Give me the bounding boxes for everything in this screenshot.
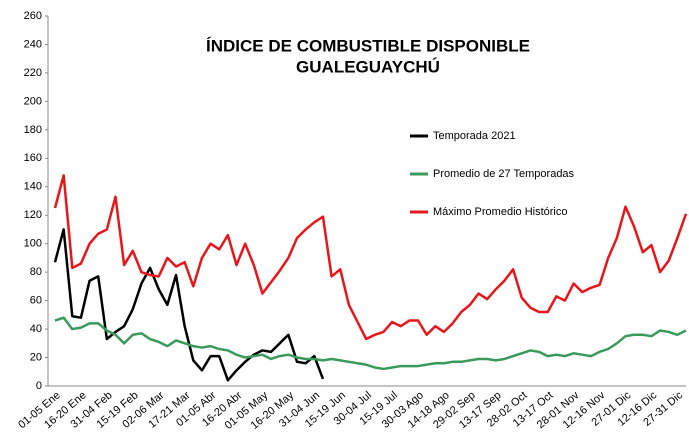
y-tick-label: 60 bbox=[30, 295, 42, 307]
y-tick-label: 240 bbox=[24, 38, 42, 50]
y-tick-label: 220 bbox=[24, 67, 42, 79]
legend-label: Temporada 2021 bbox=[433, 130, 516, 142]
chart-title: ÍNDICE DE COMBUSTIBLE DISPONIBLE bbox=[206, 36, 530, 55]
series-line bbox=[53, 174, 688, 341]
y-tick-label: 180 bbox=[24, 124, 42, 136]
legend-label: Máximo Promedio Histórico bbox=[433, 206, 567, 218]
y-tick-label: 40 bbox=[30, 323, 42, 335]
y-tick-label: 20 bbox=[30, 351, 42, 363]
y-tick-label: 0 bbox=[36, 380, 42, 392]
legend-label: Promedio de 27 Temporadas bbox=[433, 168, 575, 180]
y-tick-label: 200 bbox=[24, 95, 42, 107]
series-line bbox=[54, 316, 687, 371]
y-tick-label: 100 bbox=[24, 238, 42, 250]
y-tick-label: 260 bbox=[24, 10, 42, 22]
y-tick-label: 160 bbox=[24, 152, 42, 164]
chart-subtitle: GUALEGUAYCHÚ bbox=[296, 57, 440, 76]
y-tick-label: 80 bbox=[30, 266, 42, 278]
series-line bbox=[53, 228, 325, 382]
y-tick-label: 120 bbox=[24, 209, 42, 221]
y-tick-label: 140 bbox=[24, 181, 42, 193]
